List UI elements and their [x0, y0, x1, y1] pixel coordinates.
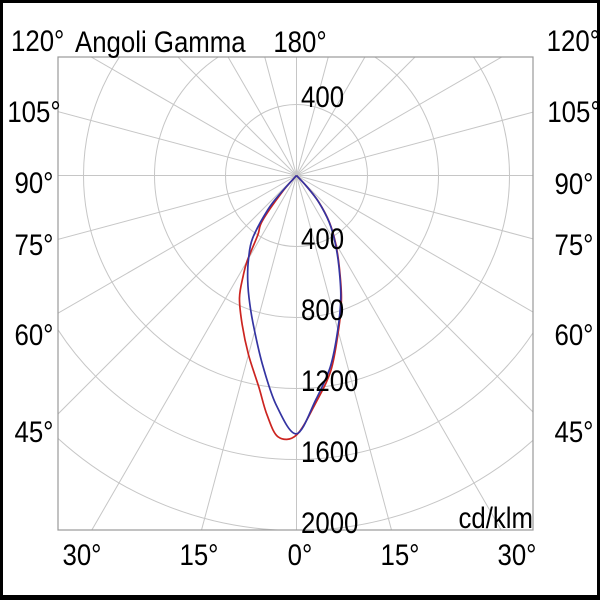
radial-gridline	[296, 57, 366, 176]
radial-gridline	[296, 175, 393, 530]
corner-angle-label-right: 120°	[546, 25, 600, 58]
ring-gridline	[58, 437, 533, 530]
ring-value-label: 1200	[301, 364, 359, 398]
ring-gridline	[58, 328, 533, 460]
ring-gridline	[83, 57, 510, 389]
bottom-angle-label: 30°	[497, 539, 537, 572]
top-direction-label: 180°	[273, 26, 327, 59]
radial-gridline	[58, 175, 297, 314]
radial-gridline	[296, 175, 502, 530]
radial-gridline	[200, 175, 297, 530]
radial-gridline	[296, 57, 503, 176]
plot-box	[57, 56, 534, 531]
radial-gridline	[296, 57, 416, 176]
radial-gridline	[90, 57, 297, 176]
gamma-label-right: 90°	[554, 168, 594, 201]
ring-gridline	[154, 57, 439, 318]
radial-gridline	[91, 175, 297, 530]
ring-value-label: 800	[301, 293, 345, 327]
ring-value-label: 2000	[301, 506, 359, 540]
radial-gridline	[58, 175, 297, 415]
chart-title: Angoli Gamma	[75, 26, 246, 59]
corner-angle-label-left: 120°	[11, 25, 65, 58]
gamma-label-left: 75°	[14, 229, 54, 262]
bottom-angle-label: 15°	[179, 539, 219, 572]
bottom-angle-label: 15°	[380, 539, 420, 572]
radial-gridline	[177, 57, 297, 176]
ring-value-label: 400	[301, 222, 345, 256]
radial-gridline	[296, 175, 533, 240]
radial-gridline	[296, 175, 533, 313]
radial-gridline	[296, 111, 533, 176]
gamma-label-right: 60°	[554, 319, 594, 352]
gamma-label-left: 60°	[14, 319, 54, 352]
bottom-angle-label: 0°	[287, 539, 312, 572]
radial-gridline	[227, 57, 297, 176]
radial-gridline	[58, 111, 297, 176]
radial-gridline	[58, 175, 297, 240]
units-label: cd/klm	[458, 502, 533, 535]
radial-gridline	[264, 57, 297, 176]
gamma-label-left: 45°	[14, 416, 54, 449]
radial-gridline	[296, 175, 533, 413]
ring-gridline	[225, 104, 368, 247]
gamma-label-left: 105°	[7, 96, 61, 129]
ring-value-label: 1600	[301, 435, 359, 469]
gamma-label-right: 105°	[547, 96, 600, 129]
gamma-label-right: 75°	[554, 229, 594, 262]
gamma-label-right: 45°	[554, 416, 594, 449]
ring-value-label-top: 400	[301, 80, 345, 114]
curve-blue	[246, 174, 342, 435]
bottom-angle-label: 30°	[62, 539, 102, 572]
radial-gridline	[296, 57, 329, 176]
gamma-label-left: 90°	[14, 167, 54, 200]
